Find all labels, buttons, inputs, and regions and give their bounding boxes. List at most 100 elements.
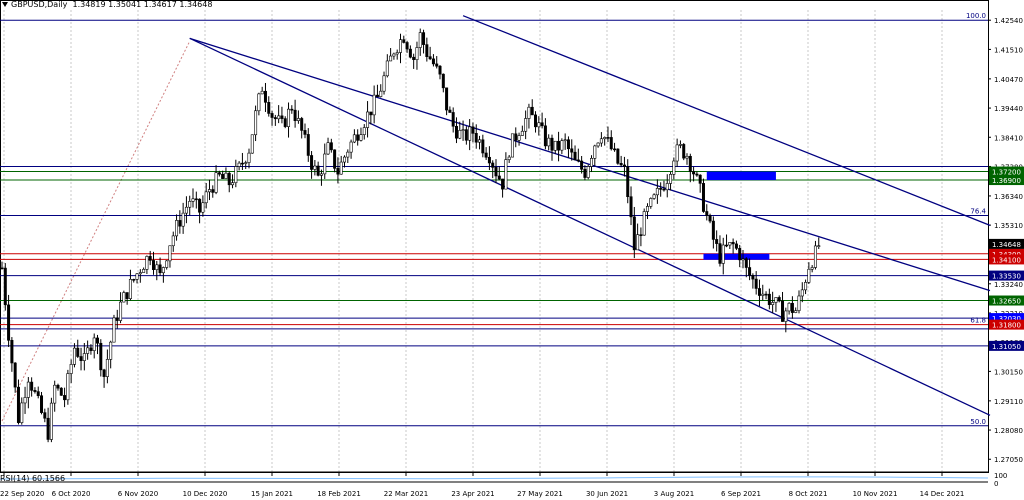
candle-body	[817, 245, 821, 247]
candle-body	[431, 58, 435, 65]
rsi-scale-top: 100	[994, 472, 1007, 480]
candle-body	[474, 133, 478, 143]
candle-body	[10, 339, 14, 364]
channel-trendline	[462, 15, 991, 227]
level-price-label: 1.32650	[992, 298, 1021, 306]
candle-body	[382, 75, 386, 92]
candle-body	[609, 137, 613, 150]
level-price-label: 1.32030	[992, 315, 1021, 323]
level-price-tag	[989, 175, 1024, 186]
level-price-label: 1.34100	[992, 256, 1021, 264]
candle-body	[168, 245, 172, 262]
candle-body	[319, 173, 323, 176]
candle-body	[468, 126, 472, 141]
candle-body	[800, 289, 804, 297]
candle-body	[375, 94, 379, 97]
candle-body	[372, 94, 376, 116]
candle-body	[649, 198, 653, 207]
candle-body	[158, 264, 162, 274]
candle-body	[790, 302, 794, 313]
time-tick-label: 8 Oct 2021	[789, 490, 828, 498]
candle-body	[300, 118, 304, 131]
candle-body	[145, 256, 149, 270]
candle-body	[20, 402, 24, 423]
level-price-label: 1.37200	[992, 169, 1021, 177]
price-tick-label: 1.38410	[994, 134, 1023, 142]
candle-body	[333, 149, 337, 169]
candle-body	[596, 142, 600, 147]
candle-body	[142, 269, 146, 273]
candle-body	[774, 297, 778, 303]
candle-body	[231, 182, 235, 186]
price-tick-label: 1.30150	[994, 368, 1023, 376]
current-price-tag	[989, 238, 1024, 249]
candle-body	[438, 65, 442, 75]
candle-body	[283, 118, 287, 127]
candle-body	[705, 211, 709, 216]
candle-body	[66, 373, 70, 401]
candle-body	[804, 282, 808, 291]
candle-body	[494, 167, 498, 177]
candle-body	[616, 148, 620, 164]
candle-body	[16, 386, 20, 423]
candle-body	[448, 109, 452, 113]
candle-body	[211, 189, 215, 193]
candle-body	[725, 244, 729, 247]
candle-body	[138, 272, 142, 275]
candle-body	[645, 206, 649, 212]
candle-body	[217, 172, 221, 175]
candle-body	[751, 275, 755, 280]
candle-body	[524, 118, 528, 132]
time-tick-label: 6 Oct 2020	[52, 490, 91, 498]
candle-body	[540, 122, 544, 127]
level-price-tag	[989, 313, 1024, 324]
candle-body	[599, 138, 603, 144]
level-price-tag	[989, 254, 1024, 265]
rsi-scale-bottom: 0	[994, 480, 998, 488]
candle-body	[112, 317, 116, 343]
candle-body	[669, 174, 673, 184]
candle-body	[165, 260, 169, 268]
dropdown-triangle-icon[interactable]	[2, 2, 8, 7]
candle-body	[119, 301, 123, 321]
candle-body	[695, 173, 699, 176]
candle-body	[688, 155, 692, 172]
candle-body	[682, 144, 686, 159]
level-price-label: 1.31050	[992, 343, 1021, 351]
candle-body	[501, 178, 505, 190]
level-price-tag	[989, 340, 1024, 351]
candle-body	[583, 168, 587, 178]
candle-body	[530, 106, 534, 116]
candle-body	[369, 111, 373, 116]
level-price-tag	[989, 295, 1024, 306]
candle-body	[240, 162, 244, 165]
candle-body	[385, 60, 389, 77]
highlight-zone	[706, 171, 776, 181]
candle-body	[698, 174, 702, 184]
candle-body	[692, 171, 696, 175]
candle-body	[754, 278, 758, 289]
candle-body	[415, 47, 419, 60]
level-price-tag	[989, 270, 1024, 281]
candle-body	[171, 235, 175, 247]
candle-body	[777, 297, 781, 302]
candle-body	[626, 166, 630, 198]
candle-body	[188, 201, 192, 208]
plot-border	[0, 0, 989, 473]
candle-body	[721, 244, 725, 264]
candle-body	[718, 243, 722, 264]
candle-body	[339, 161, 343, 175]
candle-body	[520, 130, 524, 136]
candle-body	[813, 245, 817, 268]
candle-body	[33, 390, 37, 392]
candle-body	[13, 362, 17, 388]
candle-body	[593, 145, 597, 159]
candle-body	[576, 159, 580, 162]
candle-body	[491, 162, 495, 168]
candle-body	[346, 151, 350, 158]
candle-body	[797, 295, 801, 311]
candle-body	[504, 159, 508, 190]
candle-body	[741, 258, 745, 261]
candle-body	[349, 141, 353, 153]
